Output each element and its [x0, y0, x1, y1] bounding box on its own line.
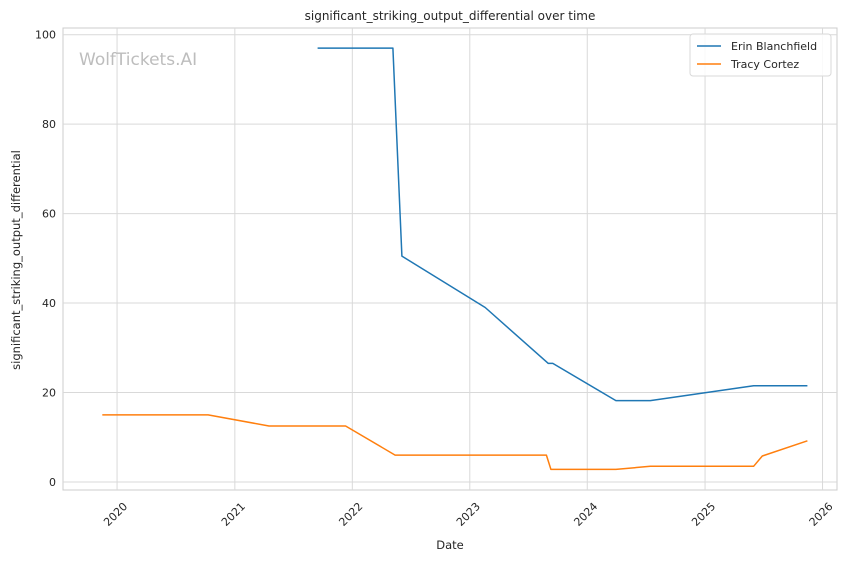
- grid: [63, 28, 837, 490]
- y-tick-label: 40: [42, 297, 56, 310]
- x-axis-title: Date: [436, 538, 464, 552]
- x-tick-label: 2026: [807, 500, 836, 529]
- legend-label-tracy-cortez: Tracy Cortez: [730, 58, 799, 71]
- chart-title: significant_striking_output_differential…: [305, 9, 596, 23]
- legend-box: [689, 33, 832, 77]
- y-tick-label: 0: [49, 476, 56, 489]
- watermark: WolfTickets.AI: [79, 50, 197, 70]
- series-line-tracy-cortez: [102, 414, 808, 471]
- y-tick-label: 20: [42, 387, 56, 400]
- x-tick-label: 2023: [454, 500, 483, 529]
- y-axis-title: significant_striking_output_differential: [9, 150, 23, 370]
- x-tick-label: 2022: [336, 500, 365, 529]
- y-tick-label: 80: [42, 118, 56, 131]
- legend-label-erin-blanchfield: Erin Blanchfield: [731, 40, 817, 53]
- y-tick-label: 100: [35, 29, 56, 42]
- x-tick-label: 2021: [219, 500, 248, 529]
- series-line-erin-blanchfield: [317, 47, 808, 402]
- y-tick-label: 60: [42, 208, 56, 221]
- series-lines: [102, 47, 808, 471]
- x-tick-label: 2024: [571, 500, 600, 529]
- x-tick-label: 2020: [101, 500, 130, 529]
- x-tick-label: 2025: [689, 500, 718, 529]
- plot-area: [62, 27, 838, 491]
- legend: Erin Blanchfield Tracy Cortez: [689, 33, 832, 77]
